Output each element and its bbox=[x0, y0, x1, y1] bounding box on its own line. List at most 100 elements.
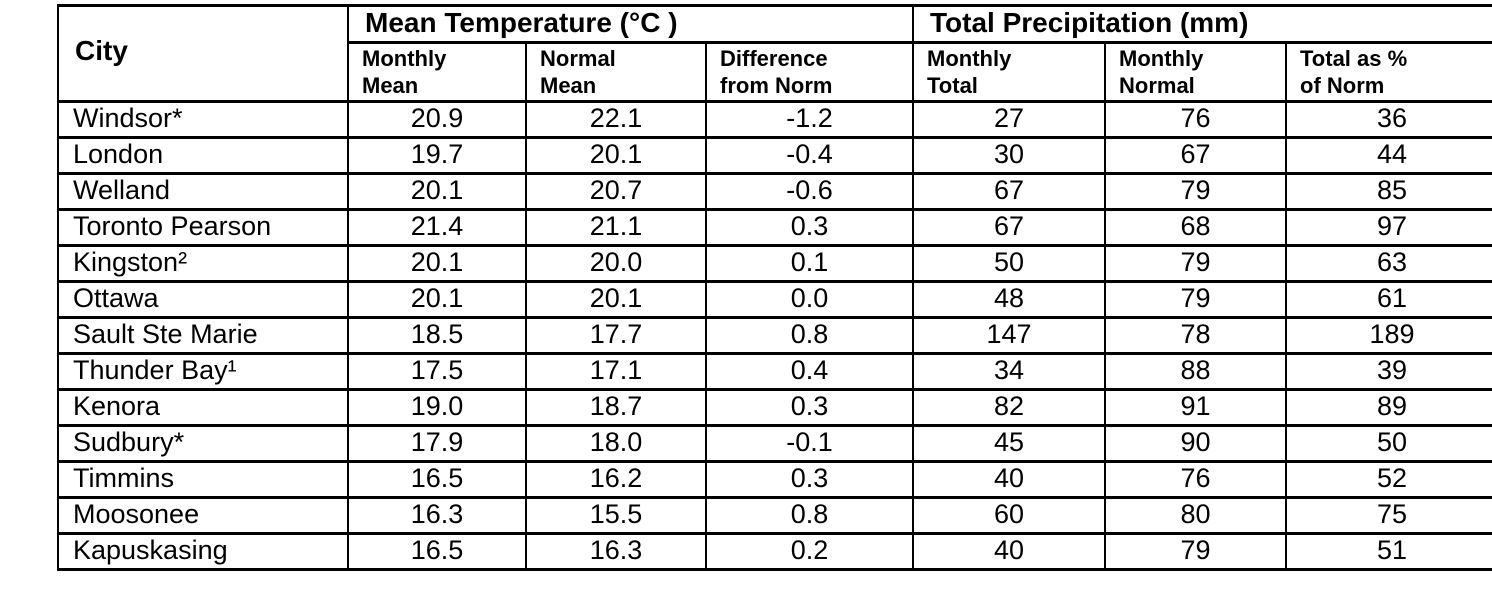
diff_from_norm-cell: 0.3 bbox=[705, 388, 914, 427]
normal_mean-cell: 16.2 bbox=[525, 460, 707, 499]
table-row: Sault Ste Marie 18.5 17.7 0.8 147 78 189 bbox=[57, 316, 1492, 355]
normal_mean-cell: 20.1 bbox=[525, 136, 707, 175]
monthly_total-cell: 45 bbox=[912, 424, 1106, 463]
monthly_total-cell: 60 bbox=[912, 496, 1106, 535]
monthly_total-cell: 67 bbox=[912, 172, 1106, 211]
table-row: Sudbury* 17.9 18.0 -0.1 45 90 50 bbox=[57, 424, 1492, 463]
normal_mean-cell: 22.1 bbox=[525, 100, 707, 139]
total_pct_of_norm-cell: 51 bbox=[1284, 532, 1492, 571]
monthly_total-cell: 50 bbox=[912, 244, 1106, 283]
normal_mean-cell: 18.7 bbox=[525, 388, 707, 427]
normal_mean-cell: 18.0 bbox=[525, 424, 707, 463]
column-header-monthly-mean: Monthly Mean bbox=[347, 41, 527, 103]
monthly_normal-cell: 76 bbox=[1104, 460, 1287, 499]
column-header-city: City bbox=[57, 4, 349, 103]
normal_mean-cell: 16.3 bbox=[525, 532, 707, 571]
normal_mean-cell: 21.1 bbox=[525, 208, 707, 247]
city-cell: Ottawa bbox=[57, 280, 349, 319]
total_pct_of_norm-cell: 89 bbox=[1284, 388, 1492, 427]
column-group-mean-temperature: Mean Temperature (°C ) bbox=[347, 4, 914, 44]
normal_mean-cell: 20.0 bbox=[525, 244, 707, 283]
monthly_mean-cell: 17.9 bbox=[347, 424, 527, 463]
column-header-normal-mean: Normal Mean bbox=[525, 41, 707, 103]
diff_from_norm-cell: -0.1 bbox=[705, 424, 914, 463]
table-header: City Mean Temperature (°C ) Total Precip… bbox=[57, 4, 1492, 103]
monthly_mean-cell: 20.9 bbox=[347, 100, 527, 139]
diff_from_norm-cell: -0.6 bbox=[705, 172, 914, 211]
weather-summary-table: City Mean Temperature (°C ) Total Precip… bbox=[57, 4, 1492, 571]
total_pct_of_norm-cell: 97 bbox=[1284, 208, 1492, 247]
monthly_mean-cell: 21.4 bbox=[347, 208, 527, 247]
table-row: Ottawa 20.1 20.1 0.0 48 79 61 bbox=[57, 280, 1492, 319]
monthly_normal-cell: 79 bbox=[1104, 172, 1287, 211]
total_pct_of_norm-cell: 44 bbox=[1284, 136, 1492, 175]
column-header-monthly-normal: Monthly Normal bbox=[1104, 41, 1287, 103]
monthly_mean-cell: 19.0 bbox=[347, 388, 527, 427]
city-cell: Moosonee bbox=[57, 496, 349, 535]
monthly_mean-cell: 17.5 bbox=[347, 352, 527, 391]
city-cell: Sudbury* bbox=[57, 424, 349, 463]
diff_from_norm-cell: 0.8 bbox=[705, 316, 914, 355]
city-cell: Timmins bbox=[57, 460, 349, 499]
monthly_total-cell: 40 bbox=[912, 460, 1106, 499]
monthly_total-cell: 48 bbox=[912, 280, 1106, 319]
city-cell: Welland bbox=[57, 172, 349, 211]
column-header-difference-from-norm: Difference from Norm bbox=[705, 41, 914, 103]
monthly_normal-cell: 90 bbox=[1104, 424, 1287, 463]
diff_from_norm-cell: 0.8 bbox=[705, 496, 914, 535]
monthly_normal-cell: 78 bbox=[1104, 316, 1287, 355]
monthly_total-cell: 82 bbox=[912, 388, 1106, 427]
city-cell: Kenora bbox=[57, 388, 349, 427]
diff_from_norm-cell: 0.3 bbox=[705, 208, 914, 247]
total_pct_of_norm-cell: 36 bbox=[1284, 100, 1492, 139]
table-row: Timmins 16.5 16.2 0.3 40 76 52 bbox=[57, 460, 1492, 499]
monthly_normal-cell: 79 bbox=[1104, 280, 1287, 319]
diff_from_norm-cell: 0.2 bbox=[705, 532, 914, 571]
table-row: Moosonee 16.3 15.5 0.8 60 80 75 bbox=[57, 496, 1492, 535]
diff_from_norm-cell: 0.0 bbox=[705, 280, 914, 319]
diff_from_norm-cell: -0.4 bbox=[705, 136, 914, 175]
monthly_total-cell: 30 bbox=[912, 136, 1106, 175]
monthly_mean-cell: 20.1 bbox=[347, 172, 527, 211]
monthly_mean-cell: 18.5 bbox=[347, 316, 527, 355]
table-row: London 19.7 20.1 -0.4 30 67 44 bbox=[57, 136, 1492, 175]
table-row: Kenora 19.0 18.7 0.3 82 91 89 bbox=[57, 388, 1492, 427]
column-group-total-precipitation: Total Precipitation (mm) bbox=[911, 4, 1492, 44]
city-cell: London bbox=[57, 136, 349, 175]
table-row: Welland 20.1 20.7 -0.6 67 79 85 bbox=[57, 172, 1492, 211]
monthly_total-cell: 27 bbox=[912, 100, 1106, 139]
total_pct_of_norm-cell: 52 bbox=[1284, 460, 1492, 499]
diff_from_norm-cell: -1.2 bbox=[705, 100, 914, 139]
total_pct_of_norm-cell: 50 bbox=[1284, 424, 1492, 463]
total_pct_of_norm-cell: 63 bbox=[1284, 244, 1492, 283]
monthly_normal-cell: 91 bbox=[1104, 388, 1287, 427]
city-cell: Windsor* bbox=[57, 100, 349, 139]
total_pct_of_norm-cell: 61 bbox=[1284, 280, 1492, 319]
total_pct_of_norm-cell: 75 bbox=[1284, 496, 1492, 535]
normal_mean-cell: 17.7 bbox=[525, 316, 707, 355]
city-cell: Thunder Bay¹ bbox=[57, 352, 349, 391]
table-row: Thunder Bay¹ 17.5 17.1 0.4 34 88 39 bbox=[57, 352, 1492, 391]
normal_mean-cell: 20.1 bbox=[525, 280, 707, 319]
monthly_mean-cell: 16.5 bbox=[347, 532, 527, 571]
monthly_normal-cell: 76 bbox=[1104, 100, 1287, 139]
monthly_total-cell: 40 bbox=[912, 532, 1106, 571]
header-sub-row: Monthly Mean Normal Mean Difference from… bbox=[58, 41, 1492, 103]
normal_mean-cell: 15.5 bbox=[525, 496, 707, 535]
header-group-row: City Mean Temperature (°C ) Total Precip… bbox=[57, 4, 1492, 103]
table-row: Windsor* 20.9 22.1 -1.2 27 76 36 bbox=[57, 100, 1492, 139]
monthly_mean-cell: 16.5 bbox=[347, 460, 527, 499]
column-header-monthly-total: Monthly Total bbox=[912, 41, 1106, 103]
diff_from_norm-cell: 0.4 bbox=[705, 352, 914, 391]
diff_from_norm-cell: 0.1 bbox=[705, 244, 914, 283]
monthly_normal-cell: 67 bbox=[1104, 136, 1287, 175]
total_pct_of_norm-cell: 85 bbox=[1284, 172, 1492, 211]
city-cell: Sault Ste Marie bbox=[57, 316, 349, 355]
monthly_total-cell: 34 bbox=[912, 352, 1106, 391]
column-header-total-pct-of-norm: Total as % of Norm bbox=[1284, 41, 1492, 103]
total_pct_of_norm-cell: 39 bbox=[1284, 352, 1492, 391]
city-cell: Kingston² bbox=[57, 244, 349, 283]
monthly_normal-cell: 79 bbox=[1104, 244, 1287, 283]
monthly_normal-cell: 80 bbox=[1104, 496, 1287, 535]
